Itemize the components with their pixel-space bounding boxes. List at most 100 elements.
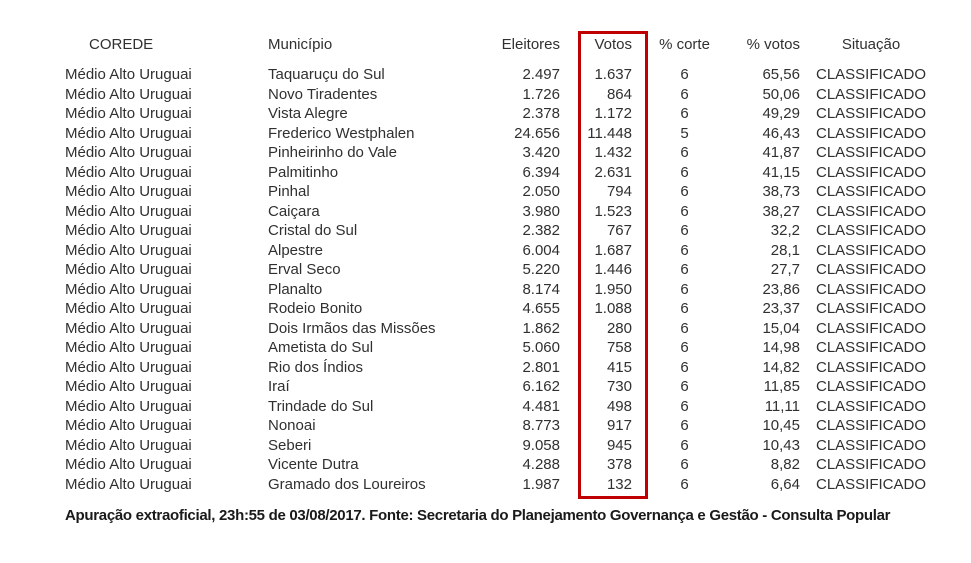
cell-situacao: CLASSIFICADO xyxy=(815,456,927,473)
cell-situacao: CLASSIFICADO xyxy=(815,66,927,83)
cell-corede: Médio Alto Uruguai xyxy=(65,241,192,259)
table-header-row: COREDE Município Eleitores Votos % corte… xyxy=(65,36,965,54)
cell-situacao: CLASSIFICADO xyxy=(815,105,927,122)
cell-corte: 6 xyxy=(680,261,689,278)
cell-pvotos: 65,56 xyxy=(762,66,800,83)
cell-municipio: Vicente Dutra xyxy=(268,456,359,473)
cell-situacao: CLASSIFICADO xyxy=(815,475,927,493)
cell-municipio: Palmitinho xyxy=(268,163,339,181)
cell-municipio: Trindade do Sul xyxy=(268,397,374,415)
cell-votos: 1.172 xyxy=(594,105,632,122)
cell-corede: Médio Alto Uruguai xyxy=(65,124,192,142)
cell-corte: 6 xyxy=(680,417,689,434)
cell-corede: Médio Alto Uruguai xyxy=(65,66,192,83)
cell-eleitores: 6.162 xyxy=(522,378,560,395)
cell-eleitores: 4.288 xyxy=(522,456,560,473)
cell-municipio: Gramado dos Loureiros xyxy=(268,475,426,493)
cell-votos: 1.432 xyxy=(594,144,632,161)
cell-eleitores: 4.481 xyxy=(522,397,560,415)
cell-corede: Médio Alto Uruguai xyxy=(65,417,192,434)
cell-pvotos: 8,82 xyxy=(770,456,800,473)
cell-votos: 415 xyxy=(606,358,632,376)
cell-pvotos: 32,2 xyxy=(770,222,800,239)
cell-eleitores: 2.378 xyxy=(522,105,560,122)
cell-corede: Médio Alto Uruguai xyxy=(65,436,192,454)
cell-votos: 132 xyxy=(606,475,632,493)
cell-eleitores: 3.420 xyxy=(522,144,560,161)
cell-corte: 6 xyxy=(680,66,689,83)
cell-eleitores: 2.801 xyxy=(522,358,560,376)
cell-corede: Médio Alto Uruguai xyxy=(65,144,192,161)
cell-municipio: Alpestre xyxy=(268,241,324,259)
cell-corte: 6 xyxy=(680,241,689,259)
cell-corte: 6 xyxy=(680,358,689,376)
cell-corede: Médio Alto Uruguai xyxy=(65,202,192,220)
cell-corte: 6 xyxy=(680,144,689,161)
cell-situacao: CLASSIFICADO xyxy=(815,280,927,298)
cell-pvotos: 23,37 xyxy=(762,300,800,317)
cell-eleitores: 3.980 xyxy=(522,202,560,220)
cell-votos: 378 xyxy=(606,456,632,473)
cell-votos: 794 xyxy=(606,183,632,200)
column-header-corede: COREDE xyxy=(89,36,154,53)
cell-corte: 6 xyxy=(680,436,689,454)
cell-eleitores: 9.058 xyxy=(522,436,560,454)
cell-pvotos: 11,85 xyxy=(763,378,800,395)
cell-situacao: CLASSIFICADO xyxy=(815,261,927,278)
cell-eleitores: 5.060 xyxy=(522,339,560,356)
cell-municipio: Frederico Westphalen xyxy=(268,124,415,142)
cell-situacao: CLASSIFICADO xyxy=(815,202,927,220)
cell-eleitores: 2.050 xyxy=(522,183,560,200)
cell-pvotos: 14,82 xyxy=(762,358,800,376)
cell-corte: 6 xyxy=(680,339,689,356)
cell-pvotos: 38,27 xyxy=(762,202,800,220)
cell-situacao: CLASSIFICADO xyxy=(815,319,927,337)
cell-municipio: Iraí xyxy=(268,378,290,395)
cell-municipio: Rio dos Índios xyxy=(268,358,364,376)
cell-votos: 1.637 xyxy=(594,66,632,83)
cell-municipio: Vista Alegre xyxy=(268,105,348,122)
cell-municipio: Seberi xyxy=(268,436,312,454)
cell-situacao: CLASSIFICADO xyxy=(815,417,927,434)
cell-municipio: Caiçara xyxy=(268,202,320,220)
cell-situacao: CLASSIFICADO xyxy=(815,436,927,454)
cell-pvotos: 27,7 xyxy=(770,261,800,278)
cell-situacao: CLASSIFICADO xyxy=(815,85,927,103)
results-table: COREDE Município Eleitores Votos % corte… xyxy=(65,36,965,494)
cell-eleitores: 2.497 xyxy=(522,66,560,83)
cell-corte: 6 xyxy=(680,280,689,298)
cell-eleitores: 6.394 xyxy=(522,163,560,181)
cell-corte: 6 xyxy=(680,319,689,337)
cell-corte: 6 xyxy=(680,85,689,103)
column-header-votos: Votos xyxy=(594,36,632,53)
cell-votos: 758 xyxy=(606,339,632,356)
cell-pvotos: 23,86 xyxy=(762,280,800,298)
cell-eleitores: 2.382 xyxy=(522,222,560,239)
cell-pvotos: 41,15 xyxy=(762,163,800,181)
cell-situacao: CLASSIFICADO xyxy=(815,339,927,356)
column-header-pvotos: % votos xyxy=(746,36,800,53)
cell-corte: 6 xyxy=(680,397,689,415)
cell-municipio: Ametista do Sul xyxy=(268,339,374,356)
cell-pvotos: 38,73 xyxy=(762,183,800,200)
cell-corte: 6 xyxy=(680,222,689,239)
cell-corede: Médio Alto Uruguai xyxy=(65,378,192,395)
cell-pvotos: 10,45 xyxy=(762,417,800,434)
header-gap xyxy=(65,54,965,65)
cell-municipio: Dois Irmãos das Missões xyxy=(268,319,436,337)
cell-municipio: Erval Seco xyxy=(268,261,341,278)
cell-eleitores: 24.656 xyxy=(514,124,560,142)
cell-eleitores: 5.220 xyxy=(522,261,560,278)
cell-corte: 6 xyxy=(680,105,689,122)
cell-votos: 280 xyxy=(606,319,632,337)
column-header-eleitores: Eleitores xyxy=(501,36,560,53)
cell-municipio: Rodeio Bonito xyxy=(268,300,363,317)
cell-votos: 2.631 xyxy=(594,163,632,181)
cell-pvotos: 11,11 xyxy=(764,397,800,415)
cell-corede: Médio Alto Uruguai xyxy=(65,358,192,376)
cell-votos: 1.687 xyxy=(594,241,632,259)
cell-corede: Médio Alto Uruguai xyxy=(65,183,192,200)
cell-corede: Médio Alto Uruguai xyxy=(65,163,192,181)
cell-municipio: Novo Tiradentes xyxy=(268,85,378,103)
cell-eleitores: 1.987 xyxy=(522,475,560,493)
